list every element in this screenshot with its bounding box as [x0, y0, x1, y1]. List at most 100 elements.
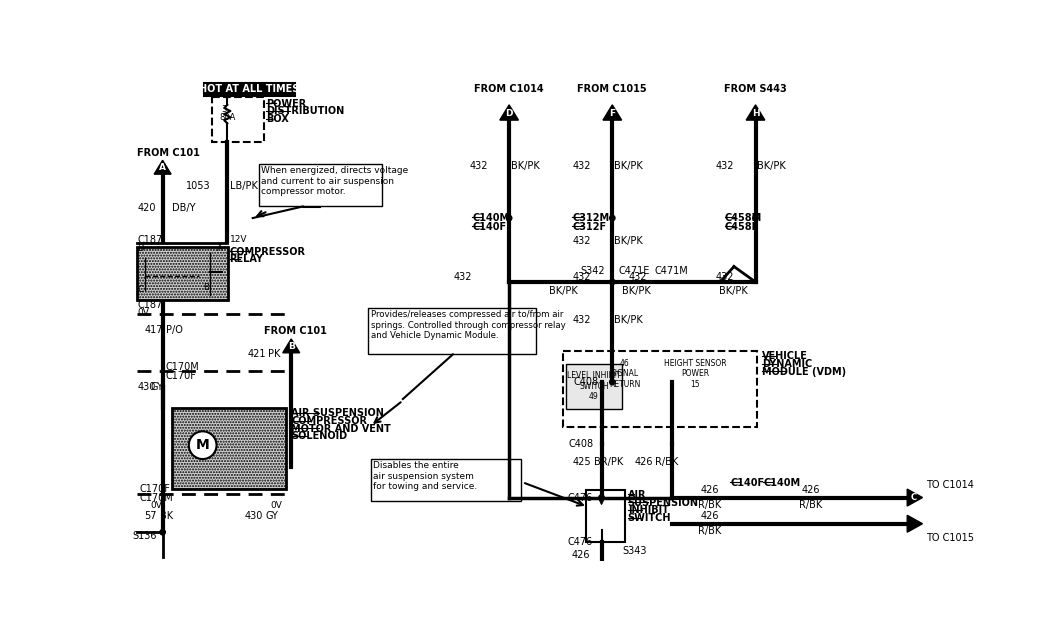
Bar [563, 352, 757, 427]
Text: R/BK: R/BK [698, 500, 721, 510]
Circle shape [610, 215, 615, 220]
Text: C187: C187 [137, 300, 162, 310]
Text: AIR: AIR [628, 490, 646, 500]
Text: 432: 432 [572, 236, 591, 246]
Text: COMPRESSOR: COMPRESSOR [291, 416, 367, 426]
Text: 426: 426 [571, 549, 590, 559]
Text: 0V: 0V [137, 308, 150, 318]
Text: 0V: 0V [151, 501, 162, 510]
Text: A: A [217, 244, 222, 253]
Text: HOT AT ALL TIMES: HOT AT ALL TIMES [200, 84, 300, 94]
Text: COMPRESSOR: COMPRESSOR [230, 246, 305, 256]
Text: C170F: C170F [165, 371, 197, 381]
Text: BK/PK: BK/PK [614, 316, 642, 326]
Circle shape [753, 215, 758, 220]
Bar [566, 364, 621, 409]
Text: PK: PK [268, 350, 280, 359]
Text: C458F: C458F [725, 222, 759, 232]
Text: D: D [137, 244, 143, 253]
Text: 417: 417 [144, 324, 162, 335]
Text: SWITCH: SWITCH [628, 513, 672, 523]
Text: B: B [203, 283, 208, 292]
Text: DYNAMIC: DYNAMIC [761, 359, 812, 369]
Text: C140M: C140M [472, 213, 509, 222]
Polygon shape [602, 105, 621, 120]
Text: VEHICLE: VEHICLE [761, 352, 808, 361]
Text: C140M: C140M [764, 478, 800, 488]
Text: P/O: P/O [165, 324, 183, 335]
Text: S136: S136 [132, 531, 157, 541]
Bar [204, 83, 295, 96]
Text: S342: S342 [579, 266, 605, 276]
Text: FROM C1014: FROM C1014 [474, 84, 544, 94]
Text: 1053: 1053 [186, 181, 210, 191]
Text: 432: 432 [629, 272, 647, 282]
Text: 57: 57 [144, 511, 157, 521]
Text: 46
SIGNAL
RETURN: 46 SIGNAL RETURN [609, 359, 640, 389]
Text: POWER: POWER [266, 99, 306, 109]
Circle shape [189, 432, 217, 459]
Text: R/BK: R/BK [656, 457, 679, 467]
Text: 432: 432 [715, 272, 734, 282]
Circle shape [610, 279, 615, 285]
Text: 426: 426 [801, 485, 820, 495]
Text: 432: 432 [572, 161, 591, 171]
Polygon shape [500, 105, 519, 120]
Text: MOTOR AND VENT: MOTOR AND VENT [291, 423, 391, 433]
Text: DB/Y: DB/Y [172, 203, 196, 213]
Text: 12V: 12V [230, 235, 247, 244]
Text: BR/PK: BR/PK [594, 457, 623, 467]
Text: BK: BK [160, 511, 173, 521]
Text: 432: 432 [715, 161, 734, 171]
Text: C: C [137, 285, 143, 294]
Polygon shape [907, 515, 923, 532]
Text: S343: S343 [622, 546, 646, 556]
Text: FROM C101: FROM C101 [265, 326, 327, 336]
Text: C140F: C140F [472, 222, 506, 232]
Text: D: D [505, 109, 513, 118]
Text: 425: 425 [573, 457, 592, 467]
Text: C408: C408 [569, 438, 594, 449]
Text: 426: 426 [635, 457, 653, 467]
Text: SOLENOID: SOLENOID [291, 432, 347, 442]
Bar [370, 459, 522, 501]
Text: Provides/releases compressed air to/from air
springs. Controlled through compres: Provides/releases compressed air to/from… [370, 311, 565, 340]
Text: BOX: BOX [266, 114, 289, 124]
Circle shape [506, 215, 511, 220]
Text: 432: 432 [469, 161, 487, 171]
Text: 426: 426 [700, 485, 719, 495]
Text: F: F [609, 109, 615, 118]
Text: BK/PK: BK/PK [614, 236, 642, 246]
Text: BK/PK: BK/PK [549, 286, 577, 296]
Text: M: M [196, 438, 209, 452]
Text: 420: 420 [137, 203, 156, 213]
Text: AIR SUSPENSION: AIR SUSPENSION [291, 408, 384, 418]
Polygon shape [746, 105, 765, 120]
Text: FROM C101: FROM C101 [137, 147, 200, 158]
Polygon shape [282, 339, 300, 353]
Bar [137, 246, 228, 301]
Text: GY: GY [151, 382, 163, 392]
Text: C170M: C170M [139, 493, 174, 503]
Text: When energized, directs voltage
and current to air suspension
compressor motor.: When energized, directs voltage and curr… [262, 166, 408, 197]
Text: INHIBIT: INHIBIT [628, 505, 668, 515]
Text: FROM C1015: FROM C1015 [577, 84, 647, 94]
Text: 432: 432 [572, 272, 591, 282]
Text: LEVEL INHIBIT
SWITCH
49: LEVEL INHIBIT SWITCH 49 [567, 371, 620, 401]
Text: 0V: 0V [271, 501, 282, 510]
Text: C471M: C471M [655, 266, 688, 276]
Text: 430: 430 [137, 382, 156, 392]
Text: TO C1015: TO C1015 [927, 532, 975, 542]
Text: BK/PK: BK/PK [719, 286, 747, 296]
Text: GY: GY [266, 511, 278, 521]
Text: 3: 3 [221, 105, 227, 114]
Text: 80A: 80A [219, 113, 235, 122]
Text: TO C1014: TO C1014 [927, 480, 974, 490]
Text: 432: 432 [572, 316, 591, 326]
Circle shape [610, 379, 615, 385]
Text: MODULE (VDM): MODULE (VDM) [761, 367, 846, 377]
Circle shape [160, 529, 165, 535]
Text: C187: C187 [137, 234, 162, 244]
Bar [172, 408, 286, 489]
Text: 432: 432 [454, 272, 472, 282]
